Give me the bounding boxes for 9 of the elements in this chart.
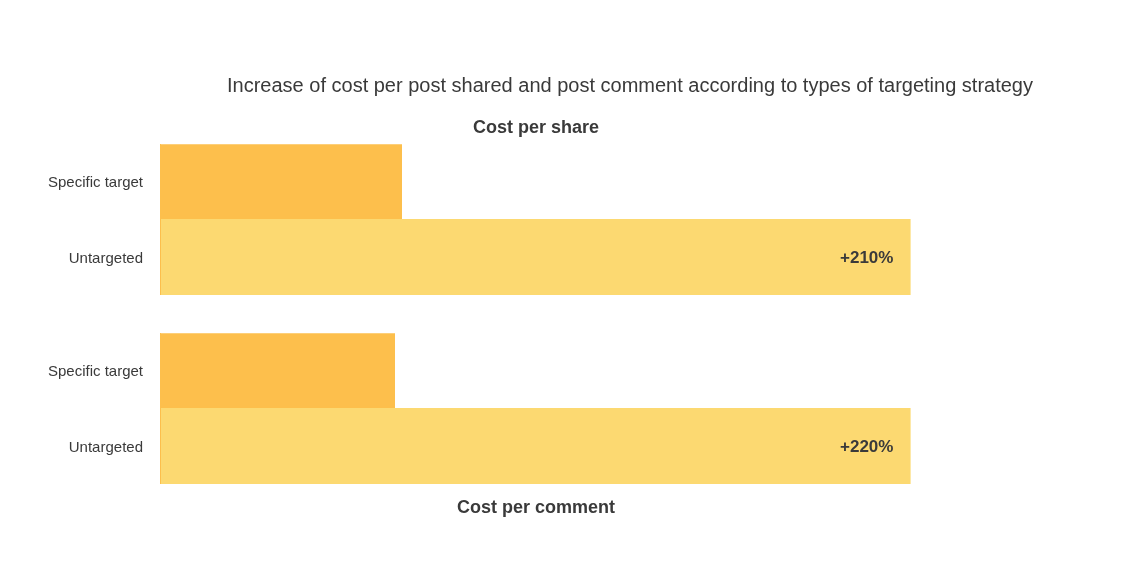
annotation: +220% (840, 437, 894, 456)
x-axis-title: Cost per comment (457, 497, 616, 517)
chart-subtitle: Cost per share (473, 117, 600, 137)
y-tick-label: Specific target (47, 173, 144, 191)
y-tick-label: Specific target (47, 362, 144, 380)
y-tick-label: Untargeted (68, 437, 143, 455)
annotation: +210% (840, 248, 894, 267)
y-tick-label: Untargeted (68, 248, 143, 266)
chart-title: Increase of cost per post shared and post comment according to types of targeting strategy (227, 74, 1033, 96)
